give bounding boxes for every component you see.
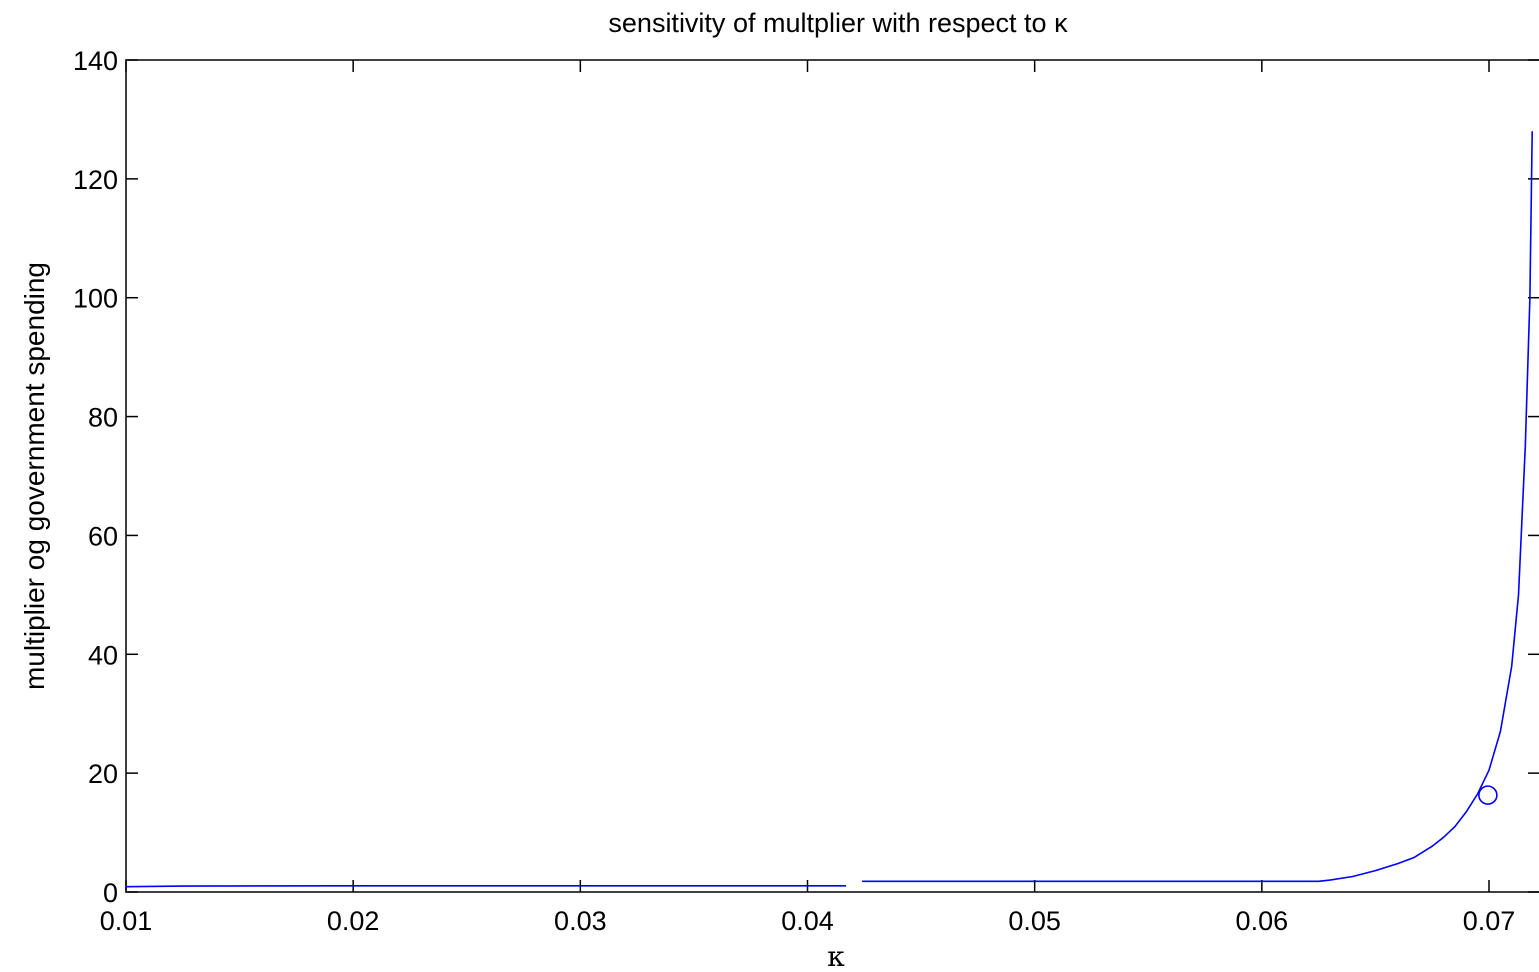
x-tick-label: 0.03 [554, 906, 607, 936]
x-tick-label: 0.01 [100, 906, 153, 936]
y-tick-label: 140 [73, 46, 118, 76]
y-tick-label: 0 [103, 878, 118, 908]
x-tick-label: 0.06 [1236, 906, 1289, 936]
chart-title: sensitivity of multplier with respect to… [608, 8, 1068, 38]
x-tick-label: 0.07 [1463, 906, 1516, 936]
y-axis: 0 20 40 60 80 100 120 140 [73, 46, 1539, 908]
y-tick-label: 40 [88, 640, 118, 670]
plot-area [125, 59, 1539, 893]
series-line-segment [125, 884, 847, 888]
y-tick-label: 60 [88, 521, 118, 551]
x-axis-label: κ [827, 940, 845, 972]
x-tick-label: 0.05 [1008, 906, 1061, 936]
y-tick-label: 20 [88, 759, 118, 789]
series-line-segment [862, 131, 1533, 883]
y-tick-label: 80 [88, 403, 118, 433]
series-group [125, 131, 1533, 888]
x-tick-label: 0.04 [781, 906, 834, 936]
y-tick-label: 120 [73, 165, 118, 195]
y-tick-label: 100 [73, 284, 118, 314]
x-tick-label: 0.02 [327, 906, 380, 936]
marker-circle [1478, 785, 1498, 805]
y-axis-label: multiplier og government spending [19, 262, 50, 690]
x-axis: 0.01 0.02 0.03 0.04 0.05 0.06 0.07 [100, 60, 1516, 936]
